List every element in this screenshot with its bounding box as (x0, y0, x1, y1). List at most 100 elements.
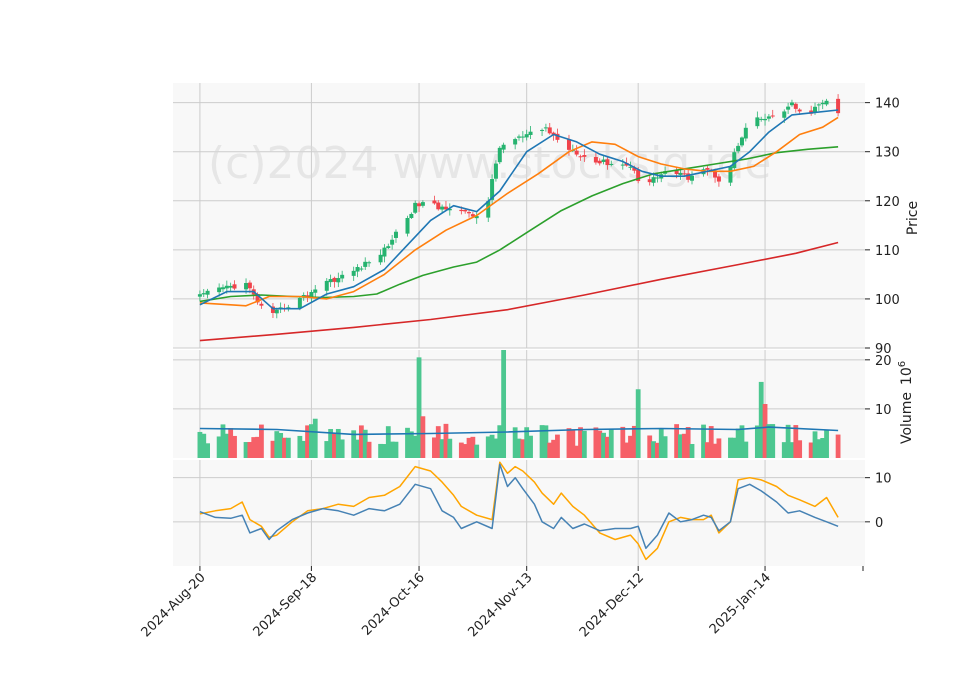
volume-ma-line (199, 426, 839, 436)
volume-bar (631, 425, 637, 458)
candle-body (351, 270, 356, 276)
price-y-tick-label: 100 (875, 293, 900, 308)
candle-body (786, 106, 791, 110)
price-panel-bg (173, 83, 865, 348)
volume-bar (378, 443, 383, 458)
candle-body (759, 118, 764, 120)
volume-bar (485, 436, 491, 458)
candle-body (386, 246, 391, 249)
volume-bar (620, 426, 626, 458)
candle-body (463, 209, 468, 212)
candle-body (328, 279, 333, 283)
volume-bar (785, 424, 791, 458)
watermark-text: (c)2024 www.stocksig.ide (208, 138, 771, 189)
candle-body (490, 179, 495, 200)
volume-bar (674, 424, 680, 458)
volume-bar (547, 442, 553, 458)
candle-body (359, 268, 364, 270)
candle-body (232, 284, 237, 289)
ind-panel-bg (173, 460, 865, 566)
candle-body (728, 166, 733, 183)
candle-body (205, 290, 210, 295)
volume-bar (335, 428, 341, 458)
volume-bar (566, 428, 572, 458)
price-axis-title: Price (905, 201, 921, 235)
x-tick-label: 2024-Sep-18 (251, 570, 321, 640)
volume-bar (220, 424, 226, 458)
volume-axis-title: Volume (899, 392, 915, 444)
volume-bar (824, 429, 829, 458)
volume-bar (435, 426, 441, 458)
candle-body (217, 287, 222, 293)
volume-bar (743, 441, 749, 458)
candle-body (609, 163, 614, 165)
volume-bar (358, 425, 364, 458)
candle-body (443, 206, 448, 210)
volume-bar (608, 429, 614, 458)
volume-bar (597, 430, 603, 458)
candle-body (736, 146, 741, 152)
ma-short-line (199, 109, 839, 310)
volume-bar (439, 439, 445, 458)
volume-bar (578, 427, 583, 458)
candle-body (824, 100, 829, 105)
volume-bar (251, 437, 257, 458)
price-y-tick-label: 140 (875, 97, 900, 112)
volume-bar (551, 439, 556, 458)
candle-body (409, 213, 414, 218)
volume-bar (624, 442, 630, 458)
volume-bar (593, 427, 599, 458)
volume-bar (197, 431, 203, 458)
candle-body (517, 136, 521, 138)
volume-bar (647, 435, 653, 458)
candle-body (513, 139, 518, 145)
volume-bar (570, 430, 576, 458)
candle-body (259, 303, 264, 306)
volume-bar (701, 424, 706, 458)
candle-body (432, 200, 437, 204)
candle-body (228, 285, 233, 288)
volume-bar (466, 437, 472, 458)
candle-body (651, 177, 656, 183)
candle-body (528, 131, 533, 135)
volume-bar (497, 425, 503, 458)
candle-body (270, 306, 275, 313)
price-y-tick-label: 110 (875, 244, 900, 259)
volume-bar (201, 433, 207, 458)
candle-body (605, 159, 610, 166)
volume-bar (678, 434, 683, 458)
candle-body (474, 216, 479, 219)
candle-body (486, 201, 491, 218)
candle-body (620, 164, 625, 166)
candle-body (770, 115, 775, 117)
candle-body (440, 206, 445, 210)
volume-bar (758, 381, 764, 458)
volume-bar (816, 439, 822, 458)
candle-body (566, 139, 571, 150)
volume-bar (385, 426, 391, 458)
candle-body (763, 118, 768, 121)
volume-bar (366, 441, 372, 458)
volume-bar (362, 429, 368, 458)
volume-bar (259, 424, 264, 458)
volume-bar (305, 425, 310, 458)
volume-bar (820, 437, 826, 458)
volume-bar (528, 435, 533, 458)
volume-bar (255, 436, 260, 458)
volume-bar (405, 427, 410, 458)
volume-bar (205, 443, 210, 458)
candle-body (674, 169, 679, 175)
candle-body (524, 134, 529, 138)
candle-body (201, 293, 206, 295)
volume-bar (712, 443, 718, 458)
indicator-y-tick-label: 0 (875, 516, 883, 531)
candle-body (363, 261, 368, 267)
candle-body (247, 282, 252, 289)
volume-bar (339, 439, 345, 458)
candle-body (493, 163, 498, 179)
candle-body (447, 208, 452, 211)
volume-bar (555, 434, 560, 458)
volume-bar (512, 427, 518, 458)
candle-body (274, 309, 279, 314)
volume-bar (754, 425, 760, 458)
